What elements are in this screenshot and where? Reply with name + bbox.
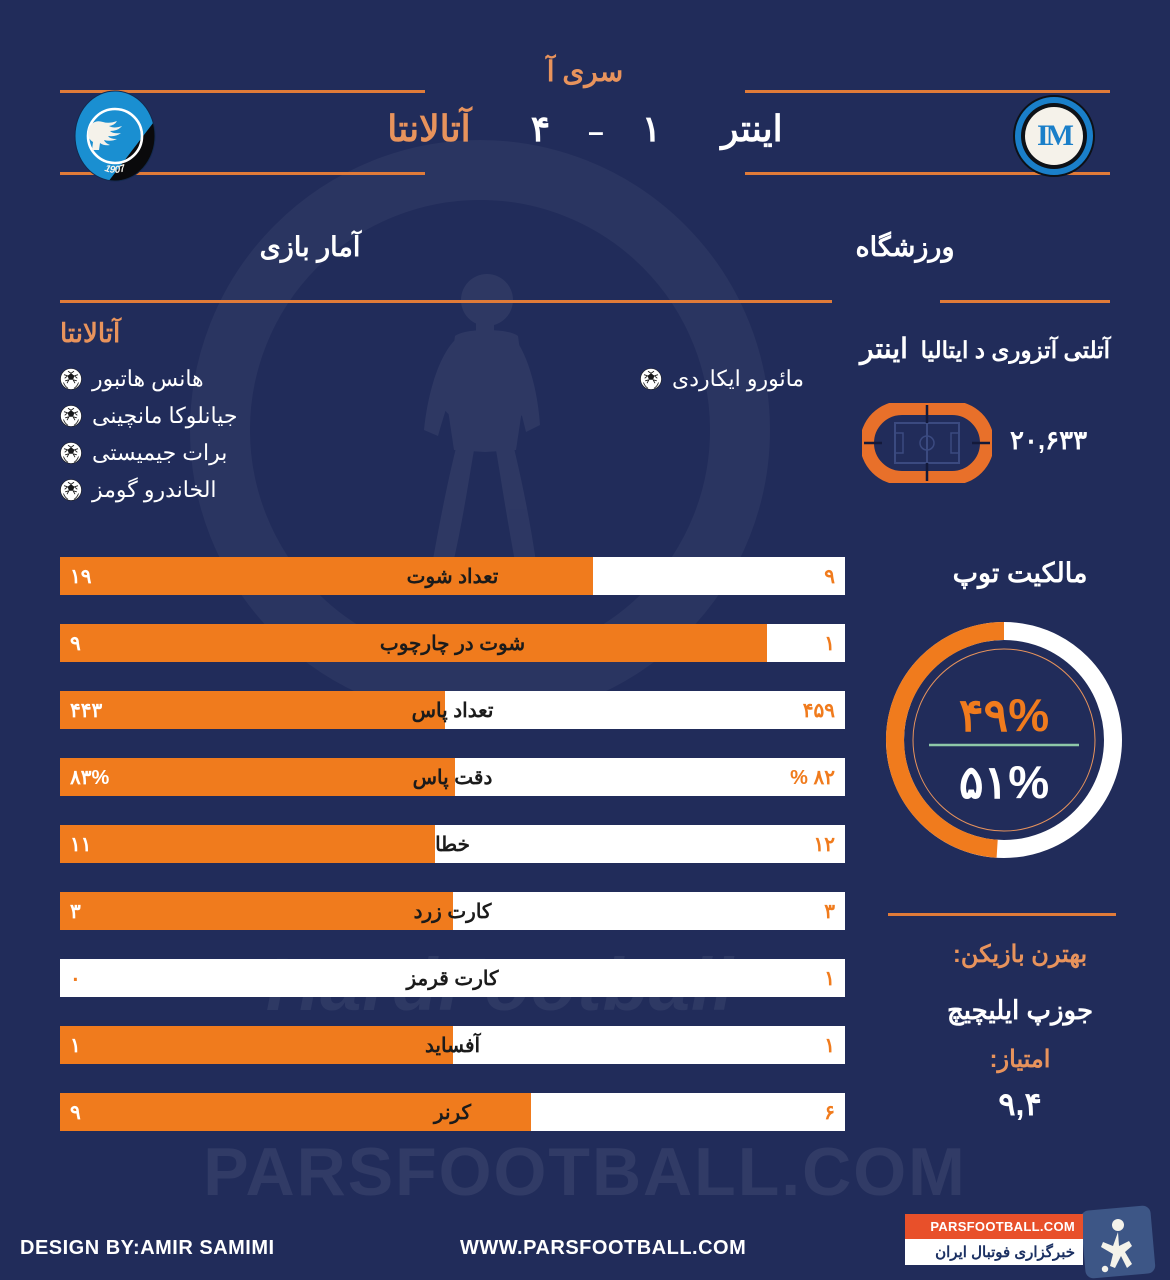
svg-text:۵۱%: ۵۱% — [959, 756, 1049, 808]
svg-text:۴۹%: ۴۹% — [959, 689, 1049, 741]
svg-text:PARSFOOTBALL.COM: PARSFOOTBALL.COM — [203, 1134, 967, 1210]
